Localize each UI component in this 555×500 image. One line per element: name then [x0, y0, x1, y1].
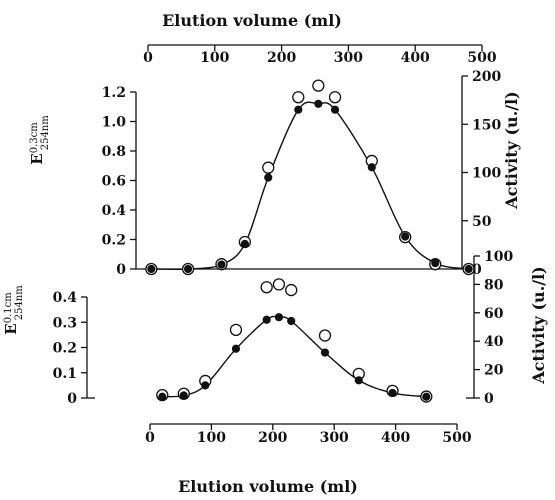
upper-left-tick-label: 1.0	[102, 115, 127, 131]
upper-left-tick-label: 1.2	[102, 85, 126, 101]
upper-right-tick-label: 200	[472, 69, 501, 85]
lower-absorbance-point	[274, 313, 284, 322]
lower-x-axis-title: Elution volume (ml)	[178, 477, 358, 496]
upper-absorbance-point	[183, 264, 193, 274]
lower-absorbance-point	[179, 391, 188, 400]
lower-activity-point	[272, 278, 286, 291]
lower-left-tick-label: 0	[67, 391, 77, 407]
upper-x-tick-label: 200	[267, 50, 296, 66]
lower-points	[156, 278, 433, 403]
upper-x-tick-label: 100	[200, 50, 229, 66]
upper-absorbance-point	[217, 260, 226, 269]
lower-absorbance-point	[262, 315, 271, 324]
lower-absorbance-point	[422, 392, 431, 401]
lower-activity-point	[285, 283, 298, 297]
upper-panel: Elution volume (ml) 0 100 200 300 400 500 00.…	[28, 11, 521, 278]
lower-left-tick-label: 0.4	[53, 290, 78, 306]
upper-activity-point	[292, 91, 305, 104]
lower-right-tick-label: 80	[484, 277, 504, 293]
upper-absorbance-point	[401, 232, 410, 241]
upper-left-tick-label: 0.4	[102, 203, 127, 219]
upper-left-tick-label: 0	[116, 262, 126, 278]
upper-absorbance-point	[367, 163, 376, 172]
lower-right-tick-label: 0	[484, 391, 494, 407]
upper-fitted-curve	[151, 101, 469, 271]
lower-left-tick-label: 0.2	[53, 341, 77, 357]
upper-x-tick-label: 300	[334, 50, 363, 66]
lower-activity-point	[260, 281, 273, 294]
upper-left-tick-label: 0.2	[102, 233, 126, 249]
lower-right-tick-label: 60	[484, 306, 504, 322]
upper-activity-point	[328, 91, 342, 104]
upper-right-tick-label: 0	[472, 262, 482, 278]
lower-x-axis: 0 100 200 300 400 500	[145, 423, 472, 446]
upper-left-tick-label: 0.6	[102, 174, 126, 190]
upper-right-tick-label: 150	[472, 117, 501, 133]
lower-left-axis-label: E0.1cm254nm	[2, 285, 25, 335]
upper-x-axis-title: Elution volume (ml)	[162, 11, 342, 30]
lower-right-tick-label: 40	[484, 334, 504, 350]
upper-absorbance-point	[240, 239, 249, 249]
lower-left-tick-label: 0.3	[53, 315, 77, 331]
lower-right-tick-label: 20	[484, 363, 504, 379]
lower-left-tick-label: 0.1	[53, 366, 77, 382]
upper-absorbance-point	[294, 105, 303, 114]
lower-right-axis: 0 20 40 60 80 100	[466, 249, 513, 407]
lower-x-tick-label: 500	[442, 430, 471, 446]
upper-left-axis: 0 0.2 0.4 0.6 0.8 1.0 1.2	[102, 85, 462, 278]
upper-x-tick-label: 400	[401, 50, 430, 66]
lower-left-axis: 0 0.1 0.2 0.3 0.4	[53, 290, 95, 407]
lower-right-tick-label: 100	[484, 249, 513, 265]
lower-absorbance-point	[354, 376, 363, 385]
lower-x-tick-label: 200	[258, 430, 287, 446]
upper-right-axis: 0 50 100 150 200	[461, 69, 501, 278]
lower-x-tick-label: 400	[381, 430, 410, 446]
lower-right-axis-label: Activity (u./l)	[529, 266, 548, 385]
upper-x-tick-label: 0	[143, 50, 153, 66]
upper-left-tick-label: 0.8	[102, 144, 126, 160]
lower-panel: Elution volume (ml) 0 100 200 300 400 500 00.…	[2, 249, 548, 496]
upper-points	[145, 79, 475, 276]
upper-curve	[151, 101, 469, 271]
upper-activity-point	[262, 161, 275, 174]
upper-absorbance-point	[314, 99, 323, 108]
upper-left-axis-label: E0.3cm254nm	[28, 115, 51, 165]
lower-absorbance-point	[287, 316, 296, 326]
upper-x-axis: 0 100 200 300 400 500	[143, 44, 497, 66]
upper-right-axis-label: Activity (u./l)	[502, 91, 521, 210]
lower-absorbance-point	[388, 388, 397, 398]
upper-absorbance-point	[264, 173, 273, 182]
lower-activity-point	[229, 323, 243, 336]
lower-x-tick-label: 100	[197, 430, 226, 446]
lower-absorbance-point	[158, 392, 167, 401]
upper-absorbance-point	[431, 259, 440, 268]
upper-absorbance-point	[330, 105, 340, 114]
upper-activity-point	[312, 79, 325, 92]
lower-absorbance-point	[201, 381, 210, 390]
lower-absorbance-point	[231, 344, 241, 353]
upper-absorbance-point	[147, 264, 156, 274]
upper-right-tick-label: 100	[472, 166, 501, 182]
lower-x-tick-label: 300	[320, 430, 349, 446]
lower-activity-point	[318, 329, 332, 342]
upper-right-tick-label: 50	[472, 214, 492, 230]
upper-absorbance-point	[464, 264, 473, 274]
lower-absorbance-point	[320, 348, 330, 357]
lower-x-tick-label: 0	[145, 430, 155, 446]
upper-x-tick-label: 500	[467, 50, 496, 66]
